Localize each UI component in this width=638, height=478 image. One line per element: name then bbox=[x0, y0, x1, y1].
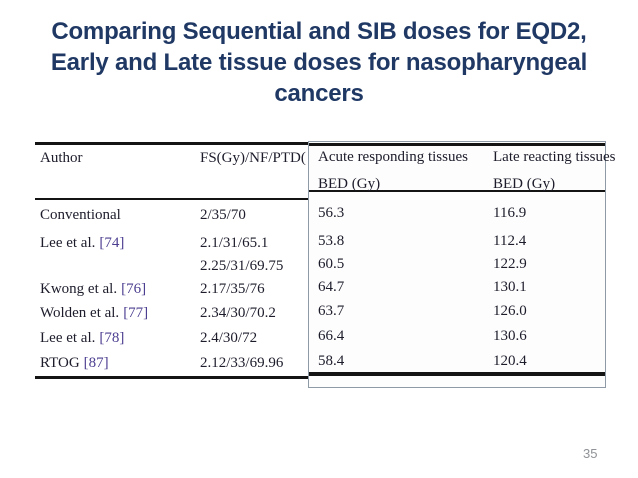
page-number: 35 bbox=[583, 446, 598, 461]
table-top-rule bbox=[35, 142, 309, 145]
acute-bed-cell: 60.5 bbox=[318, 256, 345, 272]
citation-reference: [77] bbox=[123, 305, 149, 321]
author-cell: Lee et al. [74] bbox=[40, 235, 124, 252]
author-cell: Conventional bbox=[40, 207, 121, 224]
citation-reference: [74] bbox=[99, 235, 125, 251]
author-name: Lee et al. bbox=[40, 330, 96, 346]
column-header-late-tissues: Late reacting tissues bbox=[493, 149, 616, 165]
dose-scheme-cell: 2.12/33/69.96 bbox=[200, 355, 284, 371]
slide-title: Comparing Sequential and SIB doses for E… bbox=[0, 16, 638, 109]
acute-bed-cell: 56.3 bbox=[318, 205, 345, 221]
author-name: RTOG bbox=[40, 355, 80, 371]
acute-bed-cell: 53.8 bbox=[318, 233, 345, 249]
dose-scheme-cell: 2.34/30/70.2 bbox=[200, 305, 276, 321]
author-cell: Wolden et al. [77] bbox=[40, 305, 148, 322]
acute-bed-cell: 58.4 bbox=[318, 353, 345, 369]
citation-reference: [76] bbox=[121, 281, 147, 297]
late-bed-cell: 126.0 bbox=[493, 303, 527, 319]
highlight-box-top-rule bbox=[309, 143, 605, 146]
column-header-author: Author bbox=[40, 150, 83, 166]
author-cell: Kwong et al. [76] bbox=[40, 281, 146, 298]
acute-bed-cell: 66.4 bbox=[318, 328, 345, 344]
acute-bed-cell: 63.7 bbox=[318, 303, 345, 319]
late-bed-cell: 112.4 bbox=[493, 233, 527, 249]
late-bed-cell: 122.9 bbox=[493, 256, 527, 272]
column-subheader-acute-bed: BED (Gy) bbox=[318, 176, 381, 192]
late-bed-cell: 120.4 bbox=[493, 353, 527, 369]
slide-title-line-3: cancers bbox=[274, 80, 364, 107]
acute-bed-cell: 64.7 bbox=[318, 279, 345, 295]
author-name: Wolden et al. bbox=[40, 305, 120, 321]
slide-title-line-2: Early and Late tissue doses for nasophar… bbox=[50, 49, 588, 76]
highlight-box-bottom-rule bbox=[309, 372, 605, 376]
table-bottom-rule bbox=[35, 376, 309, 379]
table-header-rule bbox=[35, 198, 309, 200]
slide-title-line-1: Comparing Sequential and SIB doses for E… bbox=[51, 18, 587, 45]
column-subheader-late-bed: BED (Gy) bbox=[493, 176, 556, 192]
author-cell: RTOG [87] bbox=[40, 355, 109, 372]
dose-scheme-cell: 2.17/35/76 bbox=[200, 281, 265, 297]
dose-scheme-cell: 2/35/70 bbox=[200, 207, 246, 223]
citation-reference: [78] bbox=[99, 330, 125, 346]
dose-comparison-table: Author FS(Gy)/NF/PTD( Conventional 2/35/7… bbox=[35, 141, 615, 393]
highlight-box-header-rule bbox=[309, 190, 605, 192]
author-name: Lee et al. bbox=[40, 235, 96, 251]
late-bed-cell: 130.6 bbox=[493, 328, 527, 344]
dose-scheme-cell: 2.1/31/65.1 bbox=[200, 235, 269, 251]
author-name: Conventional bbox=[40, 207, 121, 223]
author-name: Kwong et al. bbox=[40, 281, 118, 297]
citation-reference: [87] bbox=[83, 355, 109, 371]
dose-scheme-cell: 2.4/30/72 bbox=[200, 330, 258, 346]
late-bed-cell: 116.9 bbox=[493, 205, 527, 221]
column-header-dose-scheme: FS(Gy)/NF/PTD( bbox=[200, 150, 306, 166]
dose-scheme-cell: 2.25/31/69.75 bbox=[200, 258, 284, 274]
column-header-acute-tissues: Acute responding tissues bbox=[318, 149, 468, 165]
highlight-box-bed-columns: Acute responding tissues Late reacting t… bbox=[308, 141, 615, 388]
author-cell: Lee et al. [78] bbox=[40, 330, 124, 347]
late-bed-cell: 130.1 bbox=[493, 279, 527, 295]
